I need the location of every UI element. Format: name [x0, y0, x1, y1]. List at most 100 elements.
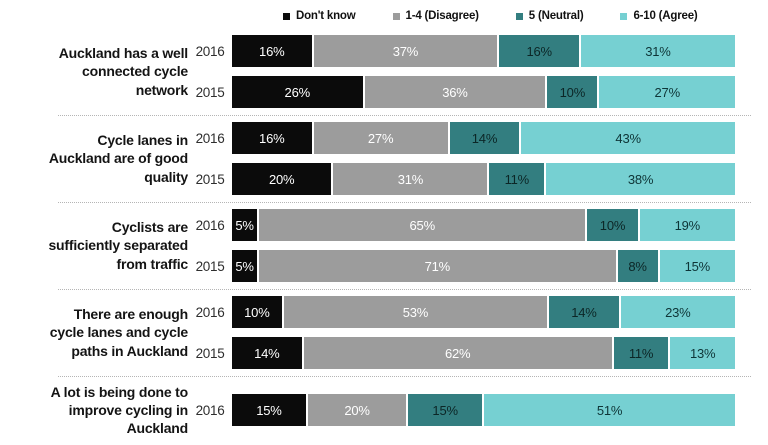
legend-item-1-4-disagree: 1-4 (Disagree) — [392, 10, 479, 22]
bar-segment-1-4-disagree: 65% — [259, 209, 586, 241]
bar-segment-5-neutral: 10% — [587, 209, 638, 241]
group-rows: 2016 16% 27% 14% 43% 2015 20% 31% 11% 38% — [188, 122, 768, 195]
year-label: 2016 — [195, 217, 225, 233]
legend-swatch-icon — [283, 12, 290, 20]
segment-value-label: 31% — [645, 43, 671, 59]
bar-segment-5-neutral: 15% — [408, 394, 483, 427]
segment-value-label: 15% — [432, 402, 458, 418]
year-label: 2016 — [195, 304, 225, 320]
segment-value-label: 65% — [409, 217, 436, 233]
segment-value-label: 16% — [259, 43, 285, 59]
legend-item-don-t-know: Don't know — [283, 10, 356, 22]
category-label: Cyclists are sufficiently separated from… — [48, 219, 188, 272]
bar-segment-don-t-know: 14% — [232, 337, 302, 369]
segment-value-label: 14% — [254, 345, 280, 361]
segment-value-label: 11% — [504, 171, 530, 187]
bar-segment-6-10-agree: 27% — [599, 76, 736, 108]
stacked-bar: 10% 53% 14% 23% — [232, 296, 735, 328]
bar-segment-don-t-know: 26% — [232, 76, 363, 108]
legend-item-label: 1-4 (Disagree) — [405, 10, 479, 22]
segment-value-label: 8% — [628, 258, 647, 274]
group-divider — [58, 376, 751, 377]
segment-value-label: 14% — [471, 130, 498, 146]
year-label: 2016 — [195, 43, 225, 59]
segment-value-label: 10% — [244, 304, 270, 320]
segment-value-label: 31% — [397, 171, 424, 187]
segment-value-label: 27% — [367, 130, 394, 146]
bar-segment-5-neutral: 11% — [613, 337, 669, 369]
category-label: A lot is being done to improve cycling i… — [50, 384, 189, 437]
group-rows: 2016 15% 20% 15% 51% — [188, 394, 768, 427]
question-group-cyclists-are-sufficiently-sepa: Cyclists are sufficiently separated from… — [0, 203, 768, 289]
group-divider — [58, 289, 751, 290]
segment-value-label: 10% — [559, 84, 586, 100]
category-label: Auckland has a well connected cycle netw… — [58, 45, 188, 98]
bar-segment-5-neutral: 10% — [547, 76, 598, 108]
bar-segment-6-10-agree: 15% — [659, 250, 735, 282]
segment-value-label: 19% — [674, 217, 701, 233]
stacked-bar: 5% 71% 8% 15% — [232, 250, 735, 282]
bar-row-2015: 2015 14% 62% 11% 13% — [188, 337, 768, 369]
segment-value-label: 13% — [689, 345, 716, 361]
year-label: 2015 — [195, 258, 225, 274]
bar-row-2016: 2016 16% 37% 16% 31% — [188, 35, 768, 67]
bar-segment-5-neutral: 11% — [489, 163, 545, 195]
bar-segment-1-4-disagree: 62% — [303, 337, 612, 369]
segment-value-label: 11% — [628, 345, 654, 361]
group-rows: 2016 16% 37% 16% 31% 2015 26% 36% 10% 27% — [188, 35, 768, 108]
question-group-cycle-lanes-in-auckland-are-of: Cycle lanes in Auckland are of good qual… — [0, 116, 768, 202]
legend-swatch-icon — [515, 12, 523, 20]
bar-row-2016: 2016 5% 65% 10% 19% — [188, 209, 768, 241]
bar-segment-1-4-disagree: 37% — [313, 35, 498, 67]
question-group-there-are-enough-cycle-lanes-a: There are enough cycle lanes and cycle p… — [0, 290, 768, 376]
legend-swatch-icon — [392, 12, 400, 20]
segment-value-label: 15% — [256, 402, 282, 418]
legend-item-label: 6-10 (Agree) — [633, 10, 698, 22]
year-label: 2016 — [195, 402, 225, 418]
bar-segment-don-t-know: 20% — [232, 163, 332, 195]
segment-value-label: 23% — [665, 304, 691, 320]
segment-value-label: 36% — [442, 84, 468, 100]
segment-value-label: 37% — [392, 43, 419, 59]
bar-segment-1-4-disagree: 53% — [283, 296, 548, 328]
question-group-a-lot-is-being-done-to-improve: A lot is being done to improve cycling i… — [0, 377, 768, 445]
legend-item-6-10-agree: 6-10 (Agree) — [620, 10, 698, 22]
bar-segment-don-t-know: 16% — [232, 35, 312, 67]
year-label: 2015 — [195, 84, 225, 100]
bar-segment-don-t-know: 5% — [232, 250, 258, 282]
category-label: There are enough cycle lanes and cycle p… — [49, 306, 188, 359]
stacked-bar: 16% 27% 14% 43% — [232, 122, 735, 154]
bar-segment-1-4-disagree: 36% — [364, 76, 546, 108]
question-group-auckland-has-a-well-connected-: Auckland has a well connected cycle netw… — [0, 29, 768, 115]
bar-segment-6-10-agree: 31% — [580, 35, 735, 67]
bar-row-2016: 2016 16% 27% 14% 43% — [188, 122, 768, 154]
category-label: Cycle lanes in Auckland are of good qual… — [48, 132, 188, 185]
bar-segment-6-10-agree: 23% — [620, 296, 735, 328]
bar-segment-6-10-agree: 19% — [639, 209, 735, 241]
stacked-bar: 14% 62% 11% 13% — [232, 337, 735, 369]
legend-item-label: 5 (Neutral) — [528, 10, 584, 22]
bar-segment-5-neutral: 14% — [449, 122, 520, 154]
bar-segment-6-10-agree: 51% — [484, 394, 735, 427]
group-divider — [58, 202, 751, 203]
stacked-bar: 5% 65% 10% 19% — [232, 209, 735, 241]
bar-segment-1-4-disagree: 71% — [259, 250, 616, 282]
bar-segment-1-4-disagree: 27% — [313, 122, 448, 154]
year-label: 2015 — [195, 171, 225, 187]
stacked-bar: 15% 20% 15% 51% — [232, 394, 735, 427]
chart-groups: Auckland has a well connected cycle netw… — [0, 29, 768, 445]
bar-segment-6-10-agree: 13% — [670, 337, 735, 369]
stacked-bar: 20% 31% 11% 38% — [232, 163, 735, 195]
segment-value-label: 71% — [424, 258, 451, 274]
bar-segment-don-t-know: 5% — [232, 209, 258, 241]
bar-segment-don-t-know: 16% — [232, 122, 312, 154]
bar-row-2015: 2015 20% 31% 11% 38% — [188, 163, 768, 195]
segment-value-label: 16% — [259, 130, 285, 146]
segment-value-label: 20% — [268, 171, 295, 187]
bar-segment-1-4-disagree: 20% — [307, 394, 407, 427]
bar-segment-5-neutral: 16% — [499, 35, 579, 67]
year-label: 2015 — [195, 345, 225, 361]
legend-item-5-neutral: 5 (Neutral) — [515, 10, 584, 22]
bar-row-2016: 2016 15% 20% 15% 51% — [188, 394, 768, 427]
bar-segment-don-t-know: 10% — [232, 296, 282, 328]
